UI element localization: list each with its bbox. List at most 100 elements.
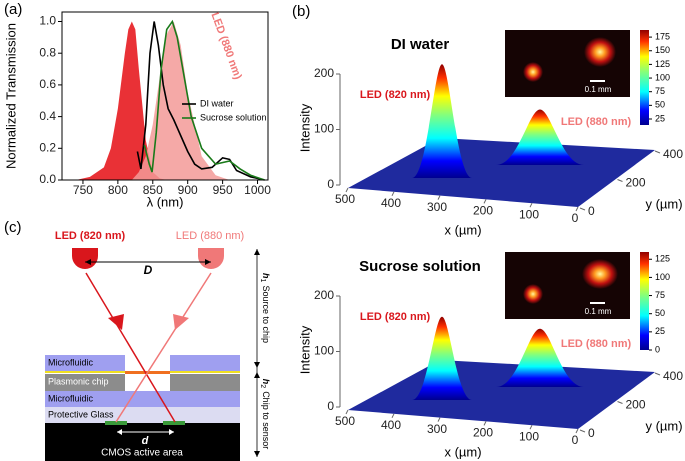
led [72,248,98,269]
layer-label: Microfluidic [48,357,94,367]
peak-label: LED (880 nm) [561,116,632,128]
symbol: h [261,379,271,385]
x-axis-title: x (µm) [444,444,481,459]
x-tick [483,421,487,426]
x-tick [345,409,349,415]
beam [115,272,212,423]
x-tick [575,206,579,212]
panel-label: (c) [4,219,22,236]
x-axis-title: λ (nm) [147,194,184,209]
line [143,19,265,181]
scale-bar-label: 0.1 mm [585,85,612,94]
legend-label: DI water [200,98,234,108]
x-tick-label: 750 [73,183,93,197]
colorbar-tick-label: 50 [655,308,665,318]
x-tick-label: 300 [427,422,447,436]
peak [412,64,472,178]
subscript: 2 [259,384,266,388]
colorbar-tick-label: 75 [655,290,665,300]
x-tick [529,202,533,208]
z-tick-label: 0 [327,399,334,413]
annotation: LED (820 nm) [81,28,107,100]
area [131,21,230,181]
y-tick-label: 200 [626,398,646,412]
colorbar [640,30,649,125]
distance-label: d [142,435,149,447]
y-tick-label: 0.8 [39,45,56,59]
arrowhead [108,314,124,330]
plot-title: DI water [391,36,450,53]
y-tick-label: 0 [588,204,595,218]
floor [348,360,655,429]
colorbar-tick-label: 0 [655,344,660,354]
x-tick-label: 100 [519,207,539,221]
x-tick-label: 200 [473,204,493,218]
y-tick [617,179,623,182]
colorbar-tick-label: 100 [655,72,670,82]
panel-label: (b) [292,3,310,20]
x-axis-title: x (µm) [444,222,481,237]
z-axis-title: Intensity [297,103,312,152]
z-tick-label: 200 [314,66,334,80]
symbol: h [261,273,271,279]
distance-label: D [144,263,153,277]
y-tick-label: 0.4 [39,109,56,123]
x-tick-label: 900 [178,183,198,197]
layer [45,355,125,371]
layer-label: Microfluidic [48,393,94,403]
layer [170,374,240,391]
peak [412,316,472,400]
layer [45,391,240,407]
x-tick [345,187,349,193]
scale-bar-label: 0.1 mm [585,307,612,316]
x-tick-label: 950 [213,183,233,197]
y-tick-label: 0.0 [39,172,56,186]
led-label: LED (880 nm) [176,230,244,242]
pixel [105,421,127,425]
text: Chip to sensor [261,391,271,449]
z-tick-label: 0 [327,177,334,191]
y-tick [579,207,586,211]
x-tick-label: 800 [108,183,128,197]
plot-title: Sucrose solution [359,258,481,275]
plot-frame [61,11,269,181]
legend-label: Sucrose solution [200,112,267,122]
colorbar-tick-label: 25 [655,326,665,336]
y-tick-label: 400 [663,369,683,383]
colorbar-tick-label: 50 [655,100,665,110]
y-tick [654,150,661,154]
x-tick-label: 400 [381,418,401,432]
x-tick-label: 0 [572,433,579,447]
y-tick-label: 1.0 [39,14,56,28]
height-label: h1 Source to chip [259,273,270,343]
height-label: h2 Chip to sensor [259,379,270,449]
sensor [45,423,240,461]
y-tick-label: 0.6 [39,77,56,91]
spot [523,62,543,82]
x-tick-label: 200 [473,426,493,440]
spot [584,37,616,67]
z-tick-label: 100 [314,344,334,358]
arrowhead [173,314,189,330]
x-tick [483,199,487,204]
layer [45,374,125,391]
sensor-label: CMOS active area [101,448,183,459]
z-tick-label: 200 [314,288,334,302]
x-tick [437,417,441,422]
annotation: LED (880 nm) [208,11,243,81]
x-tick [575,428,579,434]
y-tick [654,372,661,376]
y-tick-label: 400 [663,147,683,161]
line [136,21,265,181]
x-tick [391,191,395,197]
x-tick-label: 500 [335,192,355,206]
y-tick-label: 0.2 [39,140,56,154]
pixel [163,421,185,425]
peak-label: LED (820 nm) [360,89,431,101]
layer [45,407,240,423]
colorbar-tick-label: 175 [655,31,670,41]
x-tick-label: 300 [427,200,447,214]
text: Source to chip [261,285,271,343]
colorbar-tick-label: 100 [655,272,670,282]
